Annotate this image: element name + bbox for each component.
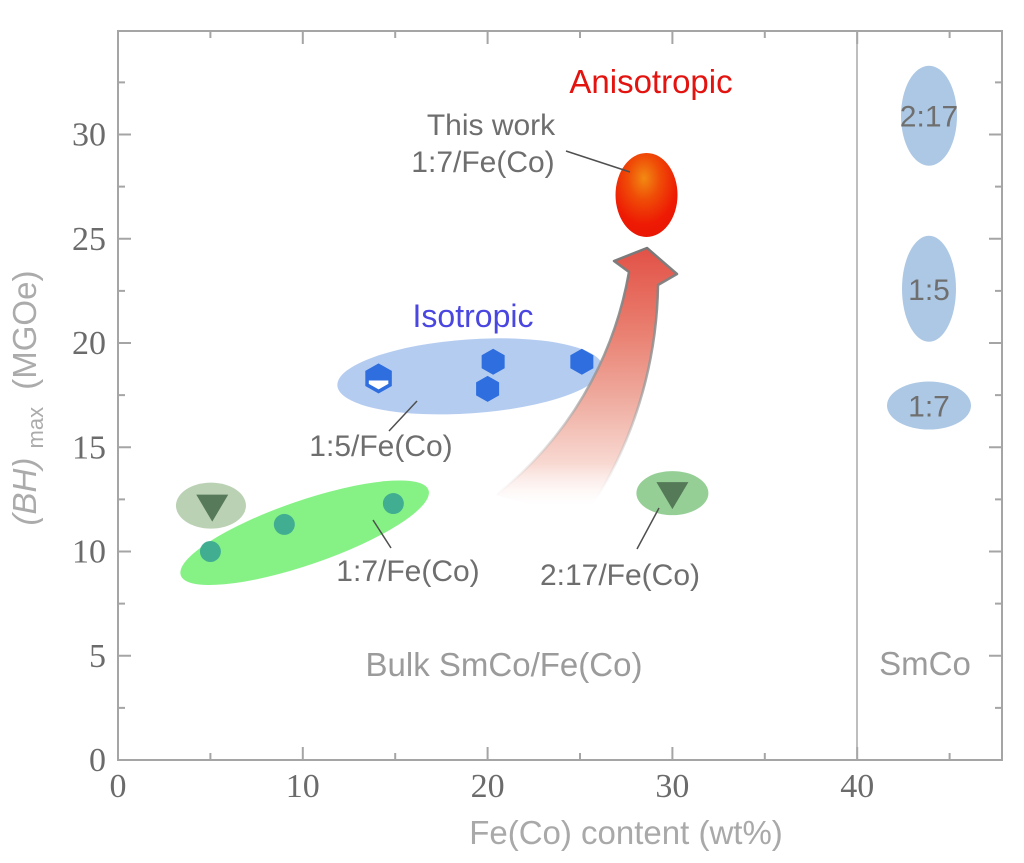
marker-triangle-down <box>196 494 229 522</box>
annotation-smco-region: SmCo <box>879 645 971 682</box>
leader-1-7 <box>372 519 392 549</box>
marker-circle <box>382 493 404 515</box>
smco-reference-group: 2:17 1:5 1:7 <box>887 65 971 430</box>
leader-lines <box>372 150 660 550</box>
x-tick-label: 0 <box>110 768 127 805</box>
x-tick-label: 20 <box>471 768 505 805</box>
x-tick-label: 30 <box>655 768 689 805</box>
annotation-this-work-line1: This work <box>427 109 556 142</box>
y-axis-title-units: (MGOe) <box>6 271 43 390</box>
y-tick-label: 30 <box>72 117 106 154</box>
smco-label-1:7: 1:7 <box>908 391 950 424</box>
x-tick-label: 10 <box>286 768 320 805</box>
annotation-1-5-feco: 1:5/Fe(Co) <box>309 430 452 463</box>
annotation-anisotropic: Anisotropic <box>569 63 732 100</box>
bulk-1-7-region <box>180 480 429 586</box>
smco-label-2:17: 2:17 <box>900 101 958 134</box>
smco-ellipse-2:17 <box>901 65 957 166</box>
plot-frame <box>117 30 1003 761</box>
y-axis-title-bh: (BH) <box>6 458 43 526</box>
data-markers <box>196 152 689 562</box>
marker-triangle-down <box>656 482 689 510</box>
isotropic-1-5-region <box>337 338 603 415</box>
marker-hexagon <box>570 348 594 375</box>
annotation-isotropic: Isotropic <box>413 298 534 334</box>
annotation-bulk-region: Bulk SmCo/Fe(Co) <box>366 646 643 683</box>
annotation-2-17-feco: 2:17/Fe(Co) <box>540 559 700 592</box>
marker-circle <box>273 513 295 535</box>
x-tick-label: 40 <box>840 768 874 805</box>
anisotropy-trend-arrow <box>494 246 679 521</box>
y-tick-label: 20 <box>72 325 106 362</box>
data-regions <box>175 338 709 586</box>
y-tick-label: 10 <box>72 534 106 571</box>
axis-ticks: 0 10 20 30 40 0 5 10 15 20 25 30 <box>72 31 1002 805</box>
smco-label-1:5: 1:5 <box>908 274 950 307</box>
x-axis-title: Fe(Co) content (wt%) <box>469 814 783 851</box>
smco-ellipse-1:7 <box>887 381 971 430</box>
marker-hexagon-half-fill <box>367 365 391 381</box>
y-tick-label: 0 <box>89 742 106 779</box>
marker-this-work <box>615 152 678 237</box>
marker-hexagon <box>481 348 505 375</box>
y-tick-label: 25 <box>72 221 106 258</box>
y-tick-label: 5 <box>89 638 106 675</box>
annotation-1-7-feco: 1:7/Fe(Co) <box>336 555 479 588</box>
smco-ellipse-1:5 <box>902 235 956 342</box>
y-tick-label: 15 <box>72 429 106 466</box>
leader-1-5 <box>388 400 418 432</box>
marker-circle <box>199 541 221 562</box>
annotation-this-work-line2: 1:7/Fe(Co) <box>411 146 554 179</box>
y-axis-title-max: max <box>23 407 48 449</box>
leader-2-17 <box>636 507 660 550</box>
leader-this-work <box>565 150 631 173</box>
marker-hexagon <box>476 375 500 402</box>
y-axis-title: (BH) max (MGOe) <box>6 271 50 526</box>
